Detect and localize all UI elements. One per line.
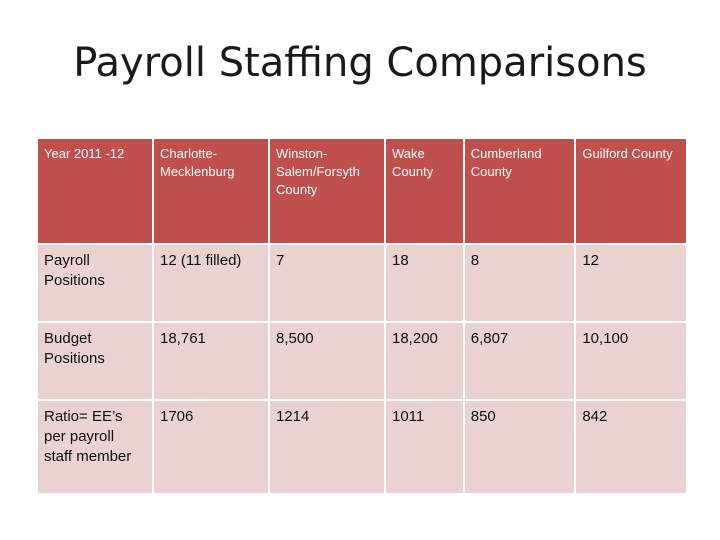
header-guilford-county: Guilford County	[576, 139, 686, 243]
table-header-row: Year 2011 -12 Charlotte-Mecklenburg Wins…	[38, 139, 686, 243]
table-cell: 18,200	[386, 323, 463, 399]
table-cell: 8	[464, 245, 575, 321]
table-row-budget-positions: Budget Positions 18,761 8,500 18,200 6,8…	[38, 323, 686, 399]
table-cell: 18,761	[154, 323, 268, 399]
table-cell: 1706	[154, 401, 268, 493]
table-cell: 1214	[270, 401, 384, 493]
table-cell: 10,100	[576, 323, 686, 399]
header-charlotte-mecklenburg: Charlotte-Mecklenburg	[154, 139, 268, 243]
header-wake-county: Wake County	[386, 139, 463, 243]
table-cell: 6,807	[464, 323, 575, 399]
row-label: Ratio= EE’s per payroll staff member	[38, 401, 152, 493]
table-cell: 7	[270, 245, 384, 321]
table-row-payroll-positions: Payroll Positions 12 (11 filled) 7 18 8 …	[38, 245, 686, 321]
slide-title: Payroll Staffing Comparisons	[73, 40, 647, 86]
table-cell: 18	[386, 245, 463, 321]
row-label: Budget Positions	[38, 323, 152, 399]
table-row-ratio: Ratio= EE’s per payroll staff member 170…	[38, 401, 686, 493]
comparison-table: Year 2011 -12 Charlotte-Mecklenburg Wins…	[36, 137, 688, 495]
table-cell: 12 (11 filled)	[154, 245, 268, 321]
table-cell: 1011	[386, 401, 463, 493]
row-label: Payroll Positions	[38, 245, 152, 321]
table-cell: 842	[576, 401, 686, 493]
table-cell: 850	[464, 401, 575, 493]
header-cumberland-county: Cumberland County	[464, 139, 575, 243]
header-winston-salem-forsyth: Winston-Salem/Forsyth County	[270, 139, 384, 243]
header-year: Year 2011 -12	[38, 139, 152, 243]
table-cell: 12	[576, 245, 686, 321]
table-cell: 8,500	[270, 323, 384, 399]
